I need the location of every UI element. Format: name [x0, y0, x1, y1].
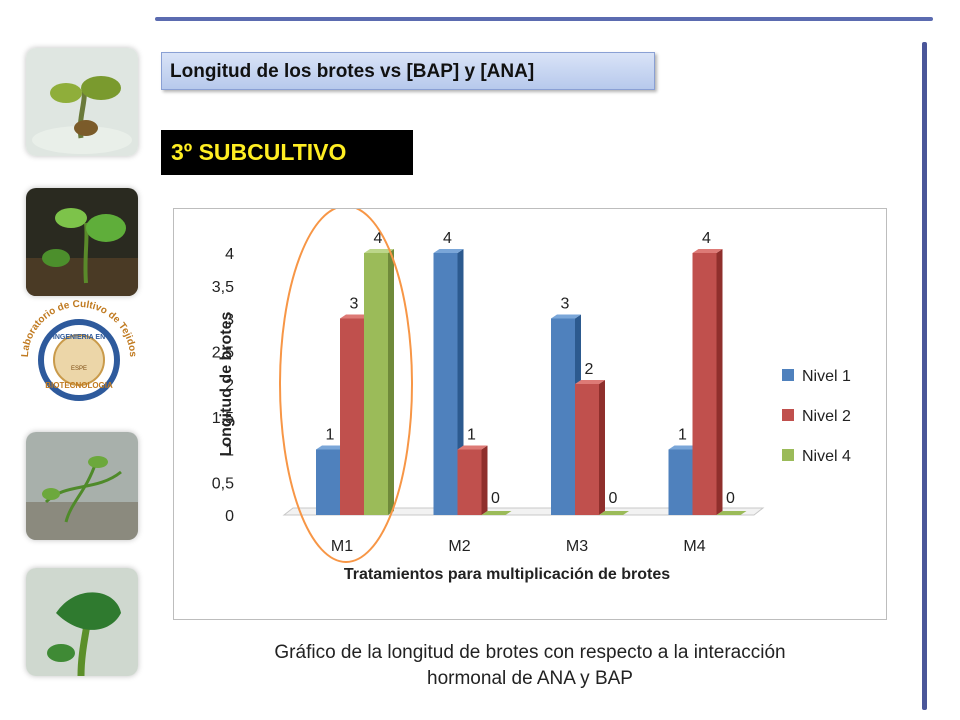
data-label: 1 [326, 427, 335, 444]
x-tick-label: M1 [331, 538, 353, 555]
bar-top [692, 249, 723, 253]
data-label: 4 [374, 230, 383, 247]
bar [668, 449, 693, 515]
right-rule [922, 42, 927, 710]
data-label: 0 [726, 490, 735, 507]
y-tick-label: 0,5 [212, 475, 234, 492]
bar-side [599, 380, 605, 515]
bar [481, 511, 512, 515]
x-axis-label: Tratamientos para multiplicación de brot… [344, 566, 670, 583]
legend-swatch [782, 449, 794, 461]
bar-top [551, 314, 581, 319]
svg-text:INGENIERIA EN: INGENIERIA EN [53, 334, 105, 341]
slide-title: Longitud de los brotes vs [BAP] y [ANA] [161, 52, 655, 90]
legend-label: Nivel 2 [802, 408, 851, 425]
bar [340, 318, 364, 515]
bar [433, 253, 458, 515]
bar [716, 511, 747, 515]
x-tick-label: M2 [448, 538, 470, 555]
y-tick-label: 3 [225, 312, 234, 329]
data-label: 1 [678, 427, 687, 444]
bar-side [388, 249, 394, 515]
bar [599, 511, 629, 515]
lab-logo: Laboratorio de Cultivo de Tejidos INGENI… [14, 292, 144, 414]
bar [316, 449, 340, 515]
chart-caption: Gráfico de la longitud de brotes con res… [180, 640, 880, 692]
bar-side [716, 249, 723, 515]
data-label: 3 [561, 296, 570, 313]
legend-swatch [782, 369, 794, 381]
data-label: 4 [443, 230, 452, 247]
x-tick-label: M3 [566, 538, 588, 555]
y-tick-label: 0 [225, 508, 234, 525]
y-tick-label: 1,5 [212, 410, 234, 427]
data-label: 1 [467, 427, 476, 444]
bar-top [668, 445, 699, 450]
bar-top [364, 249, 394, 253]
bar-top [316, 445, 346, 450]
data-label: 4 [702, 230, 711, 247]
caption-line-1: Gráfico de la longitud de brotes con res… [274, 642, 786, 663]
legend-swatch [782, 409, 794, 421]
caption-line-2: hormonal de ANA y BAP [427, 668, 633, 689]
data-label: 0 [609, 490, 618, 507]
bar-top [433, 249, 464, 253]
bar-chart: 0 0,5 1 1,5 2 2,5 3 3,5 4 Longitud de brotes Trata… [212, 205, 851, 583]
bar-top [340, 314, 370, 319]
bar-top [457, 445, 488, 450]
legend-label: Nivel 4 [802, 448, 851, 465]
x-tick-label: M4 [683, 538, 705, 555]
y-tick-label: 2 [225, 377, 234, 394]
y-tick-label: 2,5 [212, 344, 234, 361]
legend-label: Nivel 1 [802, 368, 851, 385]
top-rule [155, 17, 933, 21]
chart-frame: 0 0,5 1 1,5 2 2,5 3 3,5 4 Longitud de brotes Trata… [173, 205, 887, 620]
bar [551, 318, 575, 515]
slide-subtitle: 3º SUBCULTIVO [161, 130, 413, 175]
data-label: 0 [491, 490, 500, 507]
y-tick-label: 4 [225, 246, 234, 263]
bar-top [575, 380, 605, 384]
plant-photo-4 [26, 568, 138, 676]
y-tick-label: 1 [225, 443, 234, 460]
data-label: 2 [585, 361, 594, 378]
bar [364, 253, 388, 515]
svg-text:BIOTECNOLOGIA: BIOTECNOLOGIA [45, 381, 113, 390]
plant-photo-1 [26, 48, 138, 156]
bar [575, 384, 599, 515]
y-axis-label: Longitud de brotes [218, 311, 235, 456]
y-tick-label: 3,5 [212, 279, 234, 296]
plant-photo-2 [26, 188, 138, 296]
bar [457, 449, 482, 515]
data-label: 3 [350, 296, 359, 313]
bar-side [481, 445, 488, 515]
plant-photo-3 [26, 432, 138, 540]
svg-text:ESPE: ESPE [71, 366, 87, 372]
bar [692, 253, 717, 515]
